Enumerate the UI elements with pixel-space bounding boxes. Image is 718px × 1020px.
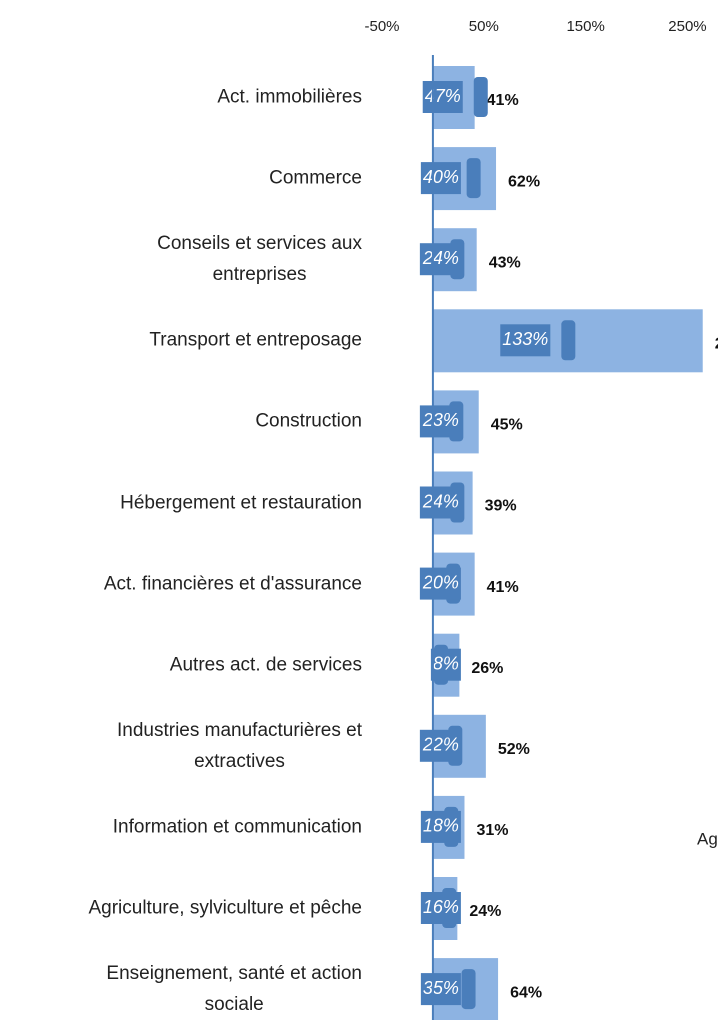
value-label: 26% <box>471 660 503 677</box>
marker-label: 18% <box>420 810 461 843</box>
marker-label-box <box>430 648 461 681</box>
marker-label: 23% <box>419 405 461 438</box>
marker-label: 24% <box>419 243 461 276</box>
marker-label-box <box>419 729 461 762</box>
value-label: 64% <box>510 984 542 1001</box>
category-label: Act. financières et d'assurance <box>103 573 362 595</box>
x-tick-label: 150% <box>566 18 604 35</box>
value-label: 39% <box>485 498 517 515</box>
value-label: 52% <box>498 741 530 758</box>
category-label: Commerce <box>269 167 362 189</box>
value-label: 31% <box>476 822 508 839</box>
marker-label-text: 18% <box>423 816 459 836</box>
value-label: 265% <box>715 336 718 353</box>
category-label: Conseils et services aux entreprises <box>157 233 362 286</box>
value-label: 41% <box>487 579 519 596</box>
marker-label-box <box>420 162 461 195</box>
category-label: Construction <box>255 410 362 432</box>
marker-label-text: 16% <box>423 897 459 917</box>
marker-label-text: 40% <box>423 167 459 187</box>
category-label: Autres act. de services <box>169 654 362 676</box>
category-label: Enseignement, santé et action sociale <box>106 963 362 1016</box>
marker-label-box <box>419 243 461 276</box>
marker-label-box <box>500 324 551 357</box>
marker <box>561 320 576 361</box>
marker-label-text: 47% <box>425 86 461 106</box>
value-label: 43% <box>489 254 521 271</box>
marker-label-text: 23% <box>422 410 459 430</box>
marker-label: 22% <box>419 729 461 762</box>
marker-label-text: 24% <box>422 248 459 268</box>
marker <box>461 969 476 1010</box>
category-label: Transport et entreposage <box>149 329 362 351</box>
marker-label: 24% <box>419 486 461 519</box>
category-label: Information et communication <box>112 816 362 838</box>
x-tick-label: -50% <box>364 18 399 35</box>
category-label: Agriculture, sylviculture et pêche <box>88 897 362 919</box>
marker-label: 47% <box>422 81 463 113</box>
marker-label: 133% <box>500 324 551 357</box>
x-tick-label: 250% <box>668 18 706 35</box>
marker-label-text: 35% <box>423 978 459 998</box>
marker-label-text: 22% <box>422 735 459 755</box>
category-label: Hébergement et restauration <box>120 492 362 513</box>
category-label: Industries manufacturières et extractive… <box>116 719 362 772</box>
marker-label-text: 133% <box>502 329 548 349</box>
marker-label: 20% <box>419 567 461 600</box>
marker <box>466 158 481 199</box>
marker-label-text: 20% <box>422 572 459 592</box>
marker-label-text: 24% <box>422 491 459 511</box>
marker-label-box <box>419 486 461 519</box>
value-label: 62% <box>508 173 540 190</box>
value-label: 24% <box>469 903 501 920</box>
marker-label: 35% <box>420 973 461 1006</box>
value-label: 41% <box>487 92 519 109</box>
marker-label-box <box>420 973 461 1006</box>
marker-label-box <box>419 405 461 438</box>
marker-label-text: 8% <box>433 653 459 673</box>
marker-label: 40% <box>420 162 461 195</box>
marker-label-box <box>422 81 463 113</box>
x-tick-label: 50% <box>469 18 499 35</box>
value-label: 45% <box>491 417 523 434</box>
marker <box>473 77 488 117</box>
marker-label-box <box>420 892 461 924</box>
marker-label-box <box>419 567 461 600</box>
category-label: Act. immobilières <box>217 86 362 108</box>
annotation: Ag <box>697 829 718 848</box>
marker-label: 16% <box>420 892 461 924</box>
marker-label-box <box>420 810 461 843</box>
marker-label: 8% <box>430 648 461 681</box>
